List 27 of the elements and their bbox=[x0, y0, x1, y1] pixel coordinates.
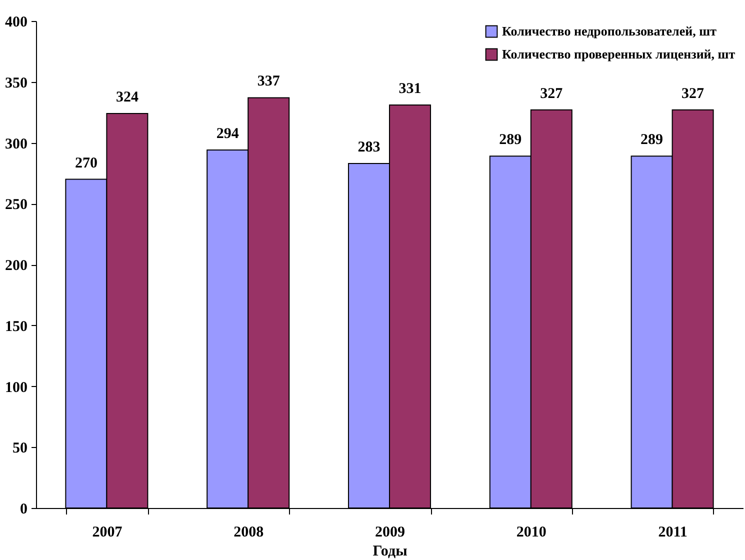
data-label: 283 bbox=[358, 139, 380, 156]
y-tick-label: 250 bbox=[5, 197, 28, 214]
data-label: 331 bbox=[398, 81, 422, 98]
x-tick-label: 2011 bbox=[658, 524, 688, 540]
data-label: 327 bbox=[682, 86, 705, 102]
legend-label: Количество проверенных лицензий, шт bbox=[502, 46, 736, 62]
data-label: 270 bbox=[74, 155, 98, 172]
x-tick-label: 2009 bbox=[375, 524, 405, 540]
legend-label: Количество недропользователей, шт bbox=[502, 24, 718, 38]
data-label: 327 bbox=[540, 86, 564, 102]
x-tick-label: 2007 bbox=[92, 524, 123, 540]
x-tick-label: 2008 bbox=[234, 524, 264, 540]
y-tick-label: 350 bbox=[5, 75, 28, 92]
data-label: 324 bbox=[116, 90, 139, 106]
data-label: 294 bbox=[216, 126, 240, 142]
y-tick-label: 200 bbox=[5, 258, 28, 274]
x-tick-label: 2010 bbox=[516, 524, 546, 540]
y-tick-label: 300 bbox=[5, 136, 28, 152]
data-label: 289 bbox=[499, 132, 522, 148]
y-tick-label: 150 bbox=[5, 318, 28, 335]
x-axis-title: Годы bbox=[372, 544, 408, 560]
y-tick-label: 400 bbox=[5, 14, 28, 30]
data-label: 337 bbox=[257, 74, 280, 90]
y-tick-label: 100 bbox=[5, 380, 28, 396]
data-label: 289 bbox=[640, 132, 664, 148]
y-tick-label: 0 bbox=[20, 502, 28, 518]
y-tick-label: 50 bbox=[12, 440, 28, 457]
